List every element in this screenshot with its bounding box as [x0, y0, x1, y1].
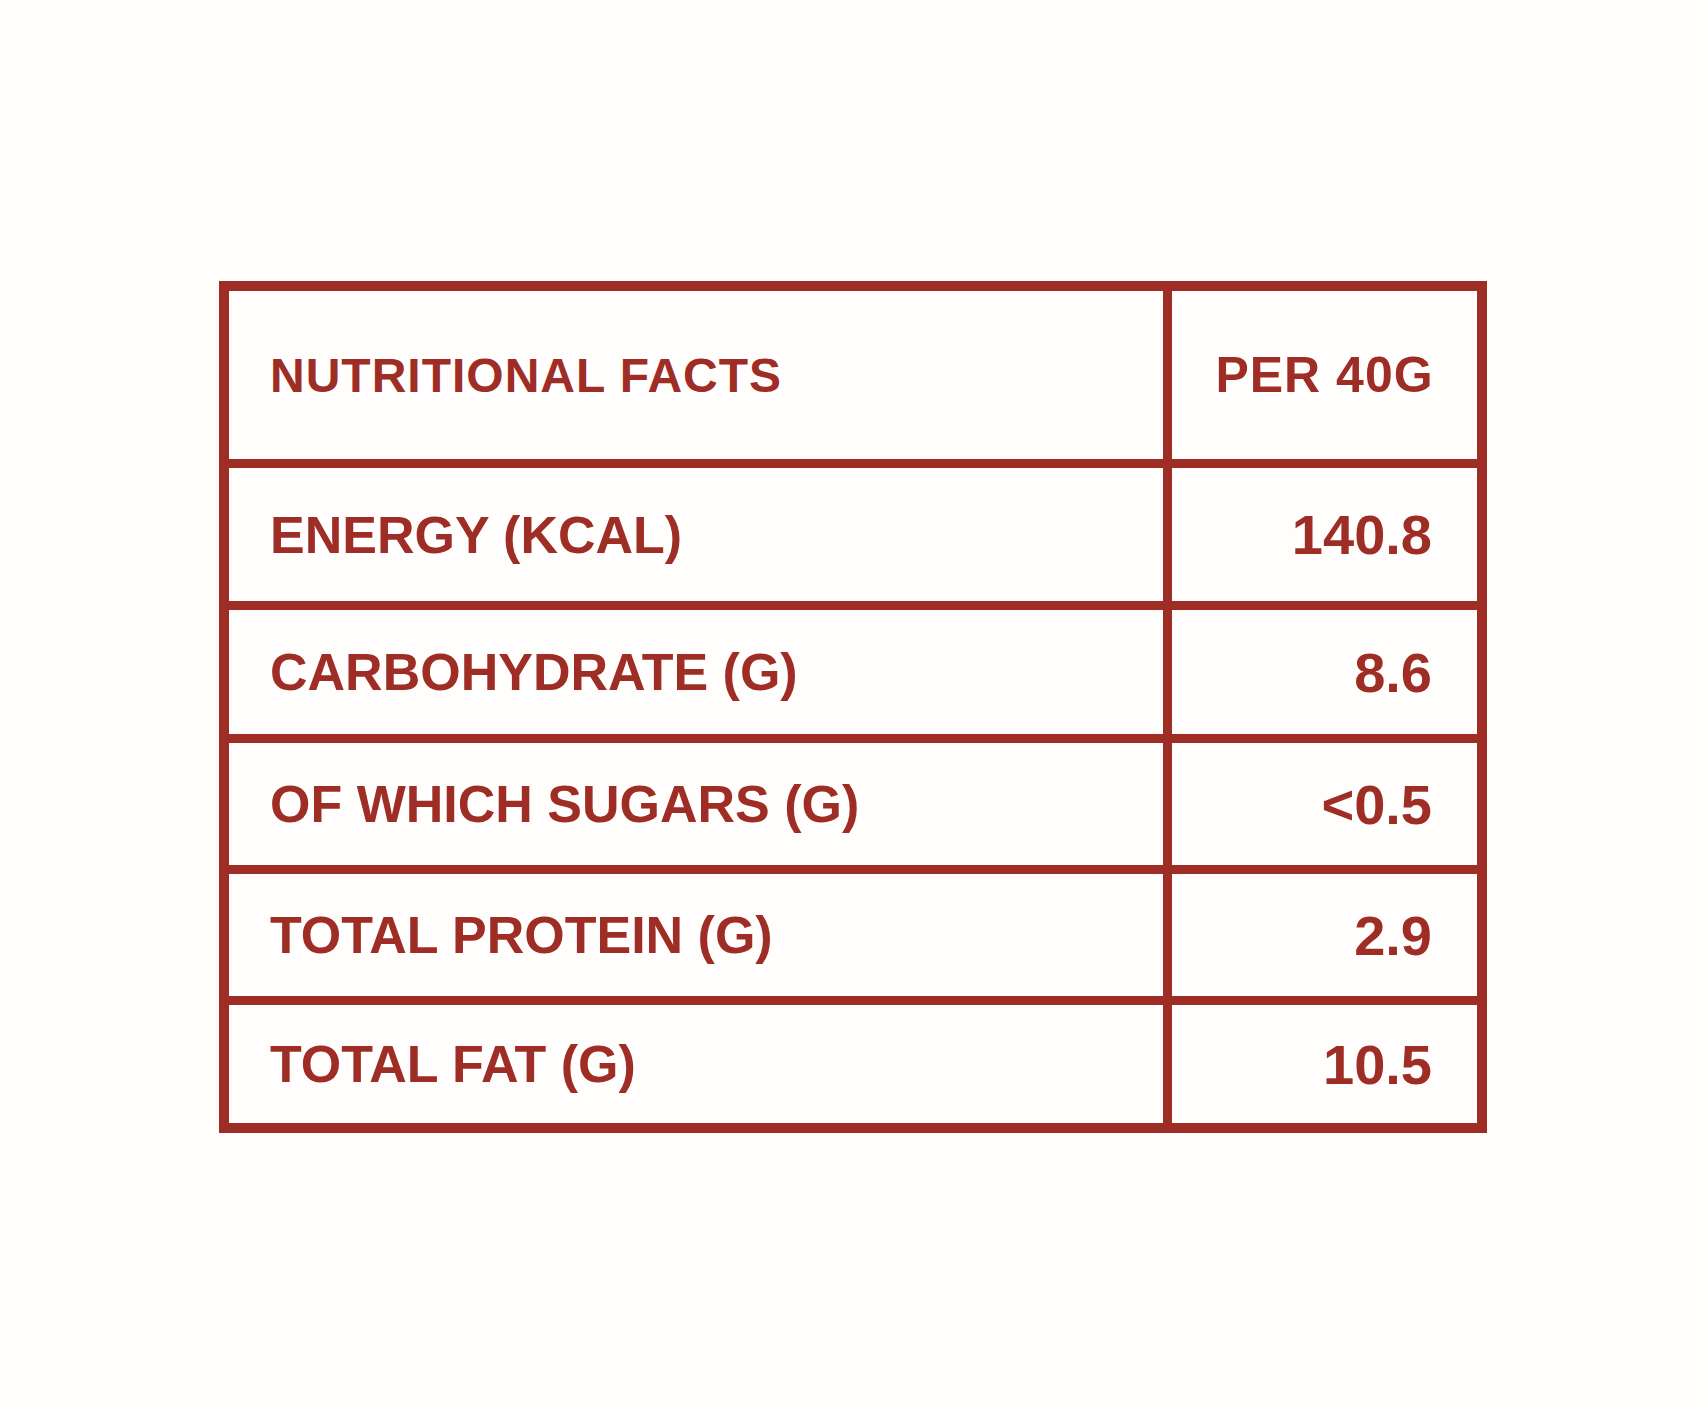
row-label-sugars: OF WHICH SUGARS (G): [229, 743, 1172, 865]
row-label-protein: TOTAL PROTEIN (G): [229, 874, 1172, 996]
table-row-sugars: OF WHICH SUGARS (G) <0.5: [229, 734, 1477, 865]
row-label-energy: ENERGY (KCAL): [229, 468, 1172, 601]
table-row-fat: TOTAL FAT (G) 10.5: [229, 996, 1477, 1123]
table-title: NUTRITIONAL FACTS: [229, 291, 1172, 459]
row-value-energy: 140.8: [1172, 468, 1477, 601]
row-label-carbohydrate: CARBOHYDRATE (G): [229, 610, 1172, 734]
nutrition-label-page: NUTRITIONAL FACTS PER 40G ENERGY (KCAL) …: [0, 0, 1705, 1414]
nutrition-facts-table: NUTRITIONAL FACTS PER 40G ENERGY (KCAL) …: [219, 281, 1487, 1133]
table-row-energy: ENERGY (KCAL) 140.8: [229, 459, 1477, 601]
table-row-protein: TOTAL PROTEIN (G) 2.9: [229, 865, 1477, 996]
row-value-carbohydrate: 8.6: [1172, 610, 1477, 734]
row-value-fat: 10.5: [1172, 1005, 1477, 1123]
serving-size-header: PER 40G: [1172, 291, 1477, 459]
table-row-carbohydrate: CARBOHYDRATE (G) 8.6: [229, 601, 1477, 734]
row-value-sugars: <0.5: [1172, 743, 1477, 865]
table-header-row: NUTRITIONAL FACTS PER 40G: [229, 291, 1477, 459]
row-label-fat: TOTAL FAT (G): [229, 1005, 1172, 1123]
row-value-protein: 2.9: [1172, 874, 1477, 996]
